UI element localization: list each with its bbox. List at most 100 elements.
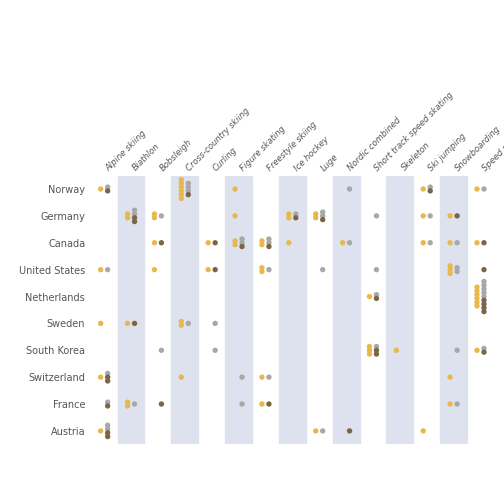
Circle shape <box>213 240 218 245</box>
Circle shape <box>286 215 291 220</box>
Circle shape <box>374 292 379 297</box>
Circle shape <box>293 211 298 217</box>
Circle shape <box>474 303 480 308</box>
Circle shape <box>125 403 130 409</box>
Circle shape <box>213 321 218 326</box>
Circle shape <box>427 184 433 190</box>
Circle shape <box>239 401 245 407</box>
Circle shape <box>266 401 272 407</box>
Circle shape <box>105 374 110 380</box>
Circle shape <box>481 309 487 314</box>
Circle shape <box>427 240 433 245</box>
Circle shape <box>159 240 164 245</box>
Circle shape <box>159 401 164 407</box>
Circle shape <box>239 236 245 242</box>
Circle shape <box>239 374 245 380</box>
Circle shape <box>286 240 291 245</box>
Circle shape <box>266 240 272 245</box>
Circle shape <box>347 186 352 192</box>
Circle shape <box>232 242 238 247</box>
Circle shape <box>105 403 110 409</box>
Circle shape <box>481 283 487 288</box>
Circle shape <box>420 428 426 433</box>
Circle shape <box>455 265 460 271</box>
Circle shape <box>178 196 184 201</box>
Circle shape <box>266 236 272 242</box>
Circle shape <box>394 348 399 353</box>
Circle shape <box>185 188 191 194</box>
Circle shape <box>474 299 480 305</box>
Bar <box>225 175 252 445</box>
Circle shape <box>481 349 487 355</box>
Circle shape <box>420 213 426 219</box>
Circle shape <box>178 374 184 380</box>
Bar <box>279 175 306 445</box>
Circle shape <box>232 186 238 192</box>
Circle shape <box>481 305 487 310</box>
Circle shape <box>152 215 157 220</box>
Circle shape <box>259 265 265 271</box>
Circle shape <box>185 192 191 198</box>
Circle shape <box>159 348 164 353</box>
Circle shape <box>232 213 238 219</box>
Circle shape <box>152 211 157 217</box>
Circle shape <box>367 351 372 357</box>
Circle shape <box>320 213 326 219</box>
Circle shape <box>420 186 426 192</box>
Circle shape <box>125 321 130 326</box>
Circle shape <box>105 426 110 432</box>
Circle shape <box>286 211 291 217</box>
Circle shape <box>481 294 487 299</box>
Circle shape <box>105 422 110 428</box>
Circle shape <box>347 240 352 245</box>
Circle shape <box>374 296 379 301</box>
Circle shape <box>448 374 453 380</box>
Circle shape <box>293 215 298 220</box>
Circle shape <box>178 323 184 328</box>
Circle shape <box>132 219 137 224</box>
Circle shape <box>448 213 453 219</box>
Circle shape <box>152 267 157 272</box>
Circle shape <box>178 192 184 198</box>
Circle shape <box>481 286 487 292</box>
Bar <box>387 175 413 445</box>
Circle shape <box>455 213 460 219</box>
Circle shape <box>455 348 460 353</box>
Circle shape <box>159 213 164 219</box>
Circle shape <box>474 348 480 353</box>
Circle shape <box>259 401 265 407</box>
Circle shape <box>481 240 487 245</box>
Circle shape <box>374 351 379 357</box>
Circle shape <box>313 428 319 433</box>
Circle shape <box>367 348 372 353</box>
Circle shape <box>206 240 211 245</box>
Circle shape <box>105 188 110 194</box>
Circle shape <box>98 374 103 380</box>
Circle shape <box>125 215 130 220</box>
Circle shape <box>448 401 453 407</box>
Circle shape <box>313 211 319 217</box>
Circle shape <box>455 401 460 407</box>
Circle shape <box>266 244 272 249</box>
Circle shape <box>213 348 218 353</box>
Bar <box>171 175 198 445</box>
Circle shape <box>125 211 130 217</box>
Circle shape <box>178 319 184 324</box>
Circle shape <box>481 267 487 272</box>
Circle shape <box>474 240 480 245</box>
Circle shape <box>347 428 352 433</box>
Circle shape <box>374 267 379 272</box>
Bar <box>440 175 467 445</box>
Circle shape <box>132 321 137 326</box>
Circle shape <box>374 348 379 353</box>
Circle shape <box>239 240 245 245</box>
Circle shape <box>448 271 453 276</box>
Circle shape <box>320 267 326 272</box>
Circle shape <box>239 244 245 249</box>
Circle shape <box>105 371 110 376</box>
Circle shape <box>105 267 110 272</box>
Circle shape <box>320 210 326 215</box>
Circle shape <box>206 267 211 272</box>
Bar <box>117 175 145 445</box>
Bar <box>333 175 359 445</box>
